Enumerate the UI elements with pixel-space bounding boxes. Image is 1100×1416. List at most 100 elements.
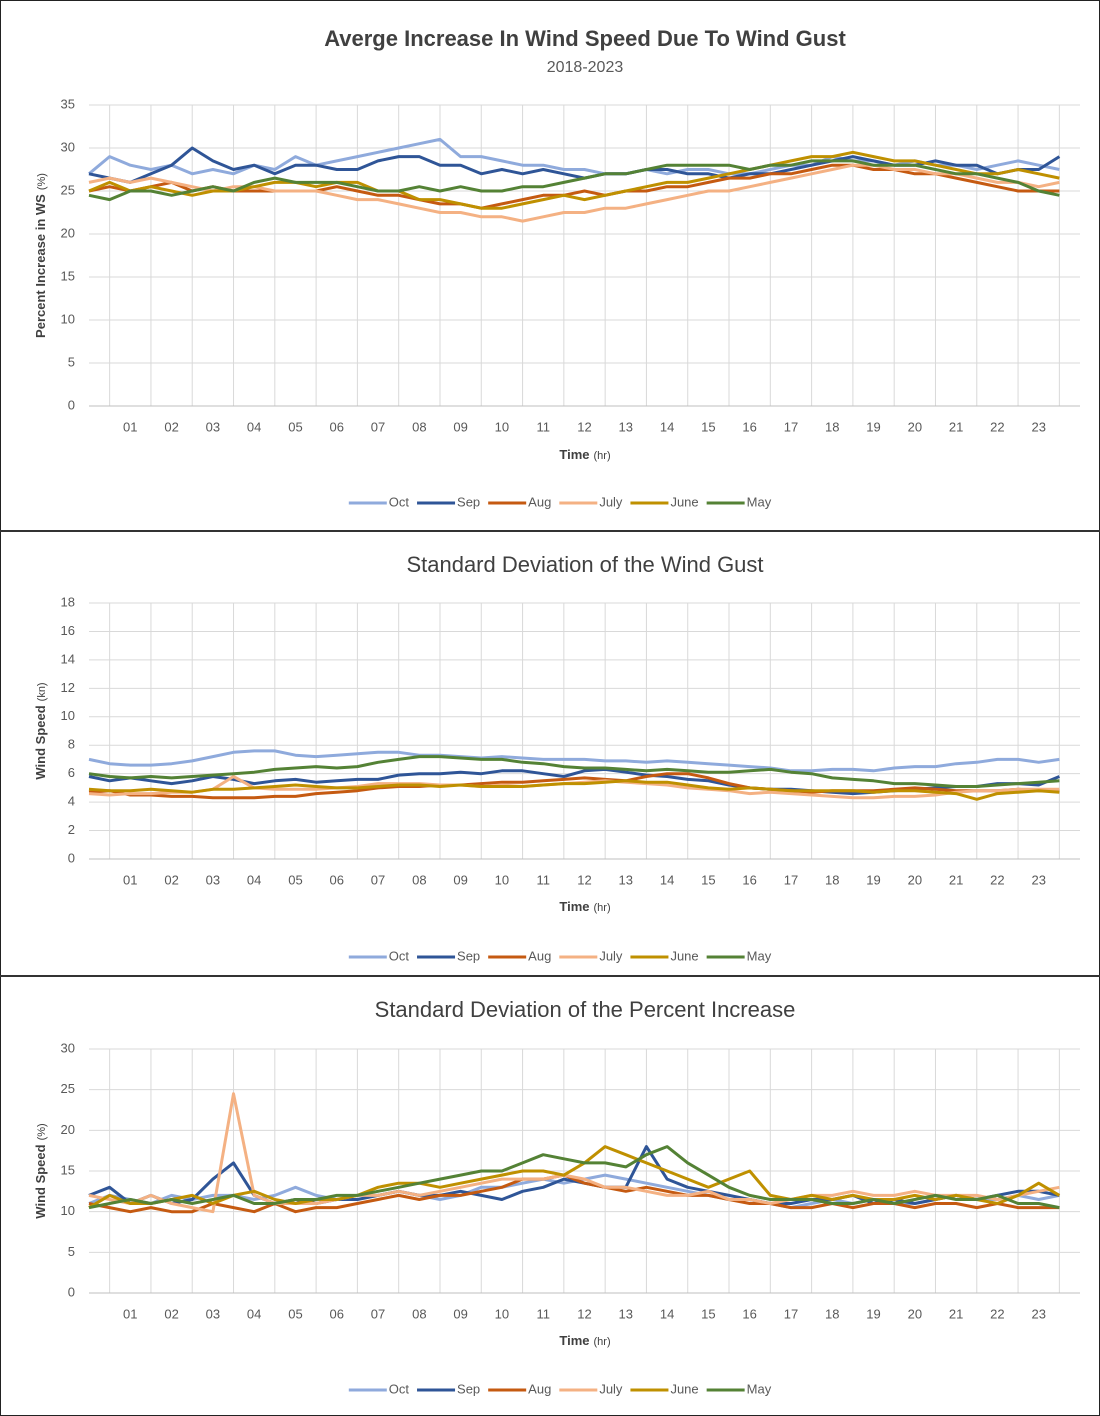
x-tick-label: 05	[288, 872, 302, 887]
x-tick-label: 16	[742, 419, 756, 434]
x-tick-label: 18	[825, 872, 839, 887]
x-tick-label: 14	[660, 1306, 674, 1321]
x-tick-label: 13	[619, 872, 633, 887]
y-tick-label: 5	[68, 354, 75, 369]
y-tick-label: 15	[61, 1162, 75, 1177]
series-line	[88, 1092, 1060, 1214]
legend-label: Oct	[389, 494, 410, 509]
y-tick-label: 14	[61, 651, 75, 666]
x-tick-label: 14	[660, 872, 674, 887]
x-tick-label: 16	[742, 1306, 756, 1321]
y-tick-label: 2	[68, 822, 75, 837]
y-tick-label: 18	[61, 594, 75, 609]
y-tick-label: 35	[61, 96, 75, 111]
y-axis-unit: (%)	[36, 173, 48, 190]
x-tick-label: 11	[536, 872, 550, 887]
legend-label: Aug	[528, 1381, 551, 1396]
x-tick-label: 17	[784, 419, 798, 434]
x-tick-label: 12	[577, 419, 591, 434]
legend-label: Sep	[457, 494, 480, 509]
legend: Oct Sep Aug July June May	[348, 494, 772, 509]
y-tick-label: 10	[61, 311, 75, 326]
x-tick-label: 07	[371, 872, 385, 887]
x-tick-label: 10	[495, 872, 509, 887]
x-tick-label: 16	[742, 872, 756, 887]
x-tick-label: 19	[866, 419, 880, 434]
y-axis-unit: (%)	[36, 1123, 48, 1140]
x-tick-label: 20	[908, 419, 922, 434]
series-line	[88, 749, 1060, 773]
x-tick-label: 20	[908, 1306, 922, 1321]
y-tick-label: 8	[68, 737, 75, 752]
chart-title: Standard Deviation of the Wind Gust	[406, 552, 763, 577]
x-axis-label: Time	[559, 899, 589, 914]
x-tick-label: 15	[701, 419, 715, 434]
x-tick-label: 02	[164, 872, 178, 887]
x-tick-label: 22	[990, 419, 1004, 434]
x-tick-label: 23	[1031, 419, 1045, 434]
x-tick-label: 18	[825, 419, 839, 434]
x-tick-label: 01	[123, 1306, 137, 1321]
x-tick-label: 02	[164, 419, 178, 434]
x-tick-label: 01	[123, 872, 137, 887]
x-tick-label: 05	[288, 1306, 302, 1321]
x-tick-label: 03	[206, 872, 220, 887]
series-line	[88, 159, 1060, 202]
y-tick-label: 16	[61, 623, 75, 638]
x-tick-label: 13	[619, 1306, 633, 1321]
legend-label: July	[599, 1381, 623, 1396]
series-line	[88, 779, 1060, 801]
series-line	[88, 772, 1060, 800]
x-tick-label: 19	[866, 1306, 880, 1321]
y-tick-label: 20	[61, 1122, 75, 1137]
x-tick-label: 20	[908, 872, 922, 887]
x-tick-label: 04	[247, 872, 261, 887]
legend: Oct Sep Aug July June May	[348, 1381, 772, 1396]
legend: Oct Sep Aug July June May	[348, 948, 772, 963]
chart-title: Standard Deviation of the Percent Increa…	[375, 997, 796, 1022]
chart-title: Averge Increase In Wind Speed Due To Win…	[324, 26, 846, 51]
x-axis-unit: (hr)	[594, 450, 611, 462]
x-tick-label: 21	[949, 1306, 963, 1321]
x-axis-title: Time (hr)	[559, 1333, 610, 1348]
y-tick-label: 6	[68, 765, 75, 780]
y-tick-label: 10	[61, 1203, 75, 1218]
y-tick-label: 30	[61, 1040, 75, 1055]
y-tick-label: 0	[68, 850, 75, 865]
y-tick-label: 25	[61, 1081, 75, 1096]
legend-label: Aug	[528, 494, 551, 509]
x-tick-label: 12	[577, 872, 591, 887]
x-axis-unit: (hr)	[594, 1336, 611, 1348]
x-tick-label: 11	[536, 1306, 550, 1321]
x-axis-title: Time (hr)	[559, 899, 610, 914]
y-tick-label: 30	[61, 139, 75, 154]
x-axis-label: Time	[559, 1333, 589, 1348]
y-tick-label: 12	[61, 680, 75, 695]
legend-label: May	[747, 494, 772, 509]
legend-label: Oct	[389, 948, 410, 963]
x-axis-title: Time (hr)	[559, 447, 610, 462]
x-tick-label: 04	[247, 1306, 261, 1321]
series-line	[88, 1145, 1061, 1209]
x-tick-label: 02	[164, 1306, 178, 1321]
y-axis-title: Wind Speed (%)	[33, 1123, 48, 1218]
y-axis-unit: (kn)	[36, 682, 48, 701]
legend-label: Oct	[389, 1381, 410, 1396]
legend-label: May	[747, 1381, 772, 1396]
y-tick-label: 10	[61, 708, 75, 723]
y-axis-label: Percent Increase in WS	[33, 194, 48, 338]
x-tick-label: 08	[412, 872, 426, 887]
x-tick-label: 08	[412, 419, 426, 434]
x-tick-label: 21	[949, 872, 963, 887]
x-tick-label: 06	[330, 419, 344, 434]
legend-label: Sep	[457, 948, 480, 963]
legend-label: June	[670, 1381, 698, 1396]
x-tick-label: 10	[495, 1306, 509, 1321]
x-tick-label: 10	[495, 419, 509, 434]
y-axis-title: Percent Increase in WS (%)	[33, 173, 48, 338]
x-tick-label: 17	[784, 872, 798, 887]
x-tick-label: 15	[701, 1306, 715, 1321]
x-tick-label: 23	[1031, 1306, 1045, 1321]
x-tick-label: 07	[371, 419, 385, 434]
